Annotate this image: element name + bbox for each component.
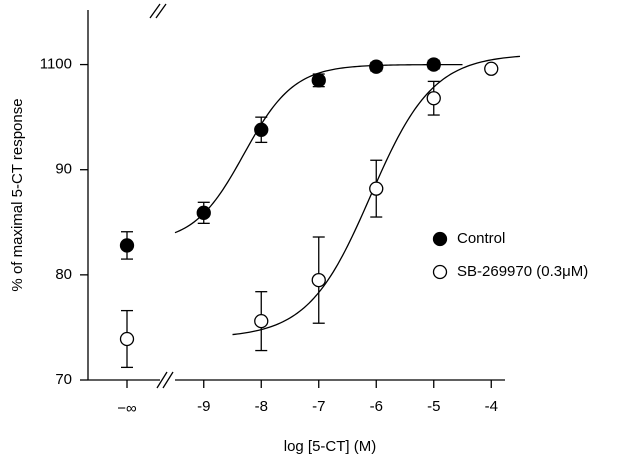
- point: [426, 91, 441, 106]
- x-tick-label: -5: [427, 398, 440, 415]
- fit-curve: [174, 63, 463, 234]
- legend-label: SB-269970 (0.3μM): [457, 263, 588, 280]
- legend-marker: [432, 264, 448, 280]
- axis-break: [155, 3, 167, 19]
- x-tick-label: -6: [370, 398, 383, 415]
- x-tick-label: -4: [485, 398, 498, 415]
- y-tick-label: 70: [55, 371, 72, 388]
- x-tick-label: -8: [255, 398, 268, 415]
- x-tick-label: −∞: [117, 400, 137, 417]
- x-tick-label: -7: [312, 398, 325, 415]
- legend-marker: [432, 231, 448, 247]
- y-tick-label: 80: [55, 266, 72, 283]
- point: [426, 57, 441, 72]
- point: [311, 73, 326, 88]
- y-tick-label: 1100: [40, 56, 72, 73]
- axis-break: [156, 371, 168, 389]
- point: [369, 181, 384, 196]
- point: [119, 238, 135, 253]
- x-tick-label: -9: [197, 398, 210, 415]
- point: [119, 331, 135, 347]
- x-axis-label: log [5-CT] (M): [284, 438, 377, 455]
- axis-break: [162, 371, 174, 389]
- legend-label: Control: [457, 230, 505, 247]
- point: [311, 272, 326, 288]
- point: [254, 313, 269, 329]
- axis-break: [149, 3, 161, 19]
- point: [369, 59, 384, 74]
- y-tick-label: 90: [55, 161, 72, 178]
- point: [196, 205, 211, 220]
- point: [484, 61, 499, 76]
- y-axis-label: % of maximal 5-CT response: [9, 98, 26, 291]
- point: [254, 122, 269, 137]
